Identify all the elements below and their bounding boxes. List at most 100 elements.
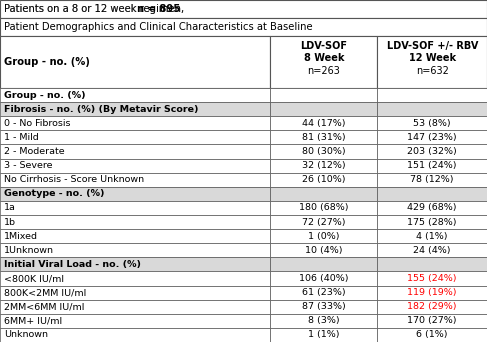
Text: 72 (27%): 72 (27%) bbox=[302, 218, 346, 226]
Bar bbox=[270, 187, 377, 201]
Bar bbox=[377, 36, 487, 88]
Bar bbox=[377, 229, 487, 243]
Bar bbox=[270, 116, 377, 130]
Bar bbox=[377, 159, 487, 173]
Text: 32 (12%): 32 (12%) bbox=[302, 161, 346, 170]
Bar bbox=[0, 102, 270, 116]
Bar bbox=[377, 328, 487, 342]
Bar bbox=[377, 201, 487, 215]
Text: Fibrosis - no. (%) (By Metavir Score): Fibrosis - no. (%) (By Metavir Score) bbox=[4, 105, 199, 114]
Text: 1 - Mild: 1 - Mild bbox=[4, 133, 39, 142]
Bar bbox=[270, 144, 377, 159]
Text: 147 (23%): 147 (23%) bbox=[408, 133, 457, 142]
Bar bbox=[0, 36, 270, 88]
Text: 6 (1%): 6 (1%) bbox=[416, 330, 448, 340]
Text: 2MM<6MM IU/ml: 2MM<6MM IU/ml bbox=[4, 302, 84, 311]
Text: 80 (30%): 80 (30%) bbox=[302, 147, 346, 156]
Text: 429 (68%): 429 (68%) bbox=[408, 203, 457, 212]
Bar bbox=[270, 201, 377, 215]
Text: 6MM+ IU/ml: 6MM+ IU/ml bbox=[4, 316, 62, 325]
Bar bbox=[270, 102, 377, 116]
Bar bbox=[270, 88, 377, 102]
Text: 44 (17%): 44 (17%) bbox=[302, 119, 346, 128]
Bar bbox=[0, 144, 270, 159]
Text: 175 (28%): 175 (28%) bbox=[408, 218, 457, 226]
Text: 182 (29%): 182 (29%) bbox=[408, 302, 457, 311]
Bar bbox=[0, 0, 487, 18]
Text: 1 (0%): 1 (0%) bbox=[308, 232, 339, 241]
Bar bbox=[270, 272, 377, 286]
Bar bbox=[270, 257, 377, 272]
Text: Initial Viral Load - no. (%): Initial Viral Load - no. (%) bbox=[4, 260, 141, 269]
Text: Patients on a 8 or 12 week regimen,: Patients on a 8 or 12 week regimen, bbox=[4, 4, 187, 14]
Bar bbox=[377, 272, 487, 286]
Text: 1Mixed: 1Mixed bbox=[4, 232, 38, 241]
Bar bbox=[270, 300, 377, 314]
Bar bbox=[0, 116, 270, 130]
Text: LDV-SOF +/- RBV: LDV-SOF +/- RBV bbox=[387, 41, 478, 51]
Text: 203 (32%): 203 (32%) bbox=[407, 147, 457, 156]
Text: n = 895: n = 895 bbox=[137, 4, 180, 14]
Text: Group - no. (%): Group - no. (%) bbox=[4, 91, 86, 100]
Text: 119 (19%): 119 (19%) bbox=[408, 288, 457, 297]
Text: 0 - No Fibrosis: 0 - No Fibrosis bbox=[4, 119, 71, 128]
Text: 26 (10%): 26 (10%) bbox=[302, 175, 346, 184]
Bar bbox=[377, 215, 487, 229]
Bar bbox=[0, 173, 270, 187]
Bar bbox=[0, 201, 270, 215]
Text: 151 (24%): 151 (24%) bbox=[408, 161, 457, 170]
Bar bbox=[377, 88, 487, 102]
Bar bbox=[270, 215, 377, 229]
Bar bbox=[0, 257, 270, 272]
Bar bbox=[377, 243, 487, 257]
Text: 1b: 1b bbox=[4, 218, 16, 226]
Text: LDV-SOF: LDV-SOF bbox=[300, 41, 347, 51]
Bar bbox=[377, 300, 487, 314]
Text: 155 (24%): 155 (24%) bbox=[408, 274, 457, 283]
Bar bbox=[377, 314, 487, 328]
Text: 81 (31%): 81 (31%) bbox=[302, 133, 346, 142]
Text: 170 (27%): 170 (27%) bbox=[408, 316, 457, 325]
Text: 1 (1%): 1 (1%) bbox=[308, 330, 339, 340]
Text: 800K<2MM IU/ml: 800K<2MM IU/ml bbox=[4, 288, 86, 297]
Bar bbox=[0, 328, 270, 342]
Text: 78 (12%): 78 (12%) bbox=[411, 175, 454, 184]
Text: n=632: n=632 bbox=[416, 66, 449, 76]
Text: 3 - Severe: 3 - Severe bbox=[4, 161, 53, 170]
Text: 180 (68%): 180 (68%) bbox=[299, 203, 349, 212]
Text: Group - no. (%): Group - no. (%) bbox=[4, 57, 90, 67]
Bar bbox=[0, 159, 270, 173]
Text: 24 (4%): 24 (4%) bbox=[413, 246, 451, 255]
Text: 106 (40%): 106 (40%) bbox=[299, 274, 349, 283]
Text: Patients on a 8 or 12 week regimen, n = 895: Patients on a 8 or 12 week regimen, n = … bbox=[4, 4, 227, 14]
Bar bbox=[270, 314, 377, 328]
Bar bbox=[0, 187, 270, 201]
Text: 1Unknown: 1Unknown bbox=[4, 246, 54, 255]
Text: Genotype - no. (%): Genotype - no. (%) bbox=[4, 189, 105, 198]
Bar bbox=[0, 215, 270, 229]
Bar bbox=[270, 243, 377, 257]
Bar bbox=[0, 243, 270, 257]
Text: 87 (33%): 87 (33%) bbox=[302, 302, 346, 311]
Bar bbox=[377, 144, 487, 159]
Bar bbox=[0, 88, 270, 102]
Bar bbox=[377, 116, 487, 130]
Text: 8 Week: 8 Week bbox=[303, 53, 344, 63]
Bar bbox=[270, 229, 377, 243]
Bar bbox=[270, 328, 377, 342]
Bar bbox=[377, 173, 487, 187]
Text: 2 - Moderate: 2 - Moderate bbox=[4, 147, 65, 156]
Bar bbox=[0, 314, 270, 328]
Bar bbox=[270, 36, 377, 88]
Text: 8 (3%): 8 (3%) bbox=[308, 316, 339, 325]
Bar bbox=[0, 229, 270, 243]
Bar bbox=[0, 18, 487, 36]
Bar bbox=[377, 257, 487, 272]
Text: 1a: 1a bbox=[4, 203, 16, 212]
Text: Unknown: Unknown bbox=[4, 330, 48, 340]
Text: 53 (8%): 53 (8%) bbox=[413, 119, 451, 128]
Bar bbox=[270, 286, 377, 300]
Text: No Cirrhosis - Score Unknown: No Cirrhosis - Score Unknown bbox=[4, 175, 144, 184]
Bar bbox=[0, 286, 270, 300]
Bar bbox=[377, 286, 487, 300]
